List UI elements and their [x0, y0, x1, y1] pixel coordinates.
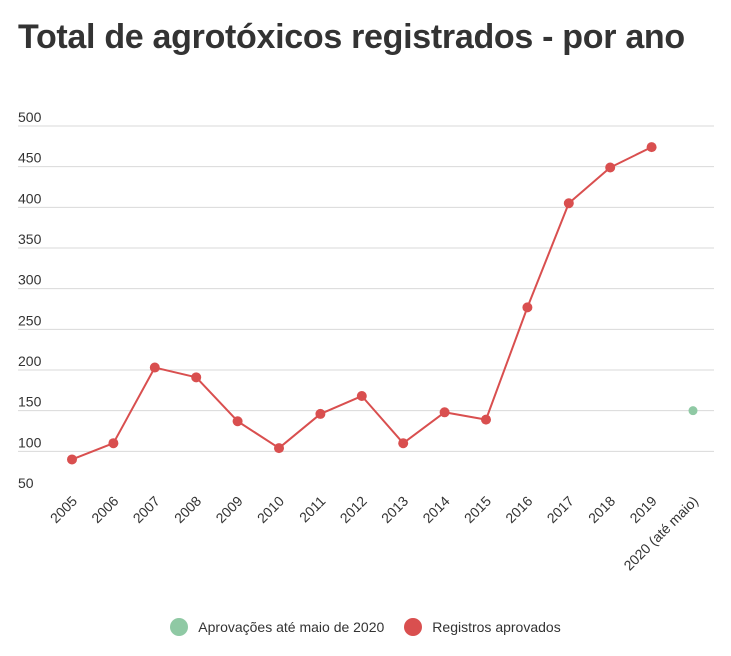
data-point	[563, 198, 574, 209]
chart-title: Total de agrotóxicos registrados - por a…	[18, 18, 685, 56]
x-axis-ticks: 2005 2006 2007 2008 2009 2010 2011 2012 2013 2014…	[47, 493, 701, 574]
data-point	[481, 414, 491, 425]
data-point	[439, 407, 450, 418]
x-tick-label: 2012	[337, 493, 370, 526]
x-tick-label: 2006	[88, 493, 121, 526]
series-line	[71, 146, 653, 461]
series-lines	[71, 146, 653, 461]
y-tick-label: 250	[18, 312, 42, 328]
x-tick-label: 2020 (até maio)	[620, 493, 701, 574]
data-point	[356, 391, 367, 402]
x-tick-label: 2011	[296, 493, 329, 526]
legend: Aprovações até maio de 2020 Registros ap…	[0, 618, 731, 636]
y-tick-label: 300	[18, 272, 42, 288]
legend-swatch-green	[170, 618, 189, 636]
y-tick-label: 150	[18, 394, 42, 410]
series-points	[67, 142, 698, 465]
data-point	[149, 362, 160, 373]
data-point	[688, 406, 698, 416]
x-tick-label: 2019	[626, 493, 659, 526]
x-tick-label: 2005	[47, 493, 80, 526]
data-point	[605, 162, 616, 173]
x-tick-label: 2010	[254, 493, 287, 526]
legend-swatch-red	[404, 618, 423, 636]
x-tick-label: 2014	[419, 493, 452, 526]
data-point	[232, 416, 243, 427]
x-tick-label: 2009	[212, 493, 245, 526]
y-tick-label: 100	[18, 434, 42, 450]
data-point	[398, 438, 409, 449]
x-tick-label: 2008	[171, 493, 204, 526]
data-point	[274, 443, 284, 454]
y-tick-label: 450	[18, 150, 42, 166]
data-point	[67, 454, 77, 465]
data-point	[646, 142, 657, 153]
y-tick-label: 50	[18, 475, 34, 491]
x-tick-label: 2016	[502, 493, 535, 526]
y-tick-label: 400	[18, 190, 42, 206]
legend-label: Aprovações até maio de 2020	[198, 619, 385, 635]
legend-item-aprovacoes: Aprovações até maio de 2020	[170, 618, 384, 636]
data-point	[191, 372, 202, 383]
data-point	[315, 408, 326, 419]
y-tick-label: 350	[18, 231, 42, 247]
y-tick-label: 500	[18, 109, 42, 125]
x-tick-label: 2015	[461, 493, 494, 526]
data-point	[108, 438, 119, 449]
data-point	[522, 302, 533, 313]
x-tick-label: 2013	[378, 493, 411, 526]
legend-label: Registros aprovados	[432, 619, 561, 635]
x-tick-label: 2017	[544, 493, 577, 526]
legend-item-registros: Registros aprovados	[404, 618, 561, 636]
gridlines	[18, 125, 714, 452]
x-tick-label: 2007	[130, 493, 163, 526]
y-tick-label: 200	[18, 353, 42, 369]
x-tick-label: 2018	[585, 493, 618, 526]
y-axis-ticks: 50 100 150 200 250 300 350 400 450 500	[18, 109, 42, 491]
